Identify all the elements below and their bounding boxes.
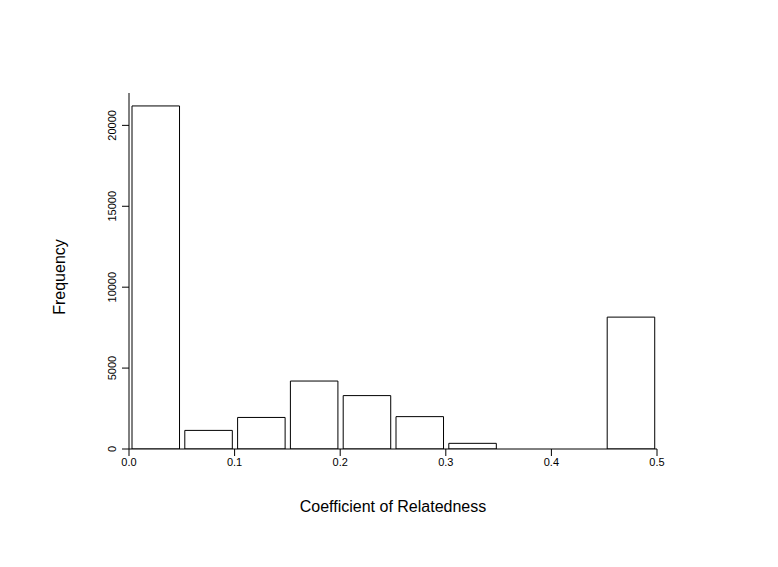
html-text:Coefficient of Relatedness: Coefficient of Relatedness bbox=[299, 498, 487, 515]
svg-text:10000: 10000 bbox=[106, 272, 118, 303]
svg-text:0.4: 0.4 bbox=[544, 456, 559, 468]
svg-text:0.0: 0.0 bbox=[121, 456, 136, 468]
svg-text:0.2: 0.2 bbox=[333, 456, 348, 468]
html-text:Frequency: Frequency bbox=[51, 239, 68, 315]
svg-text:15000: 15000 bbox=[106, 191, 118, 222]
svg-text:20000: 20000 bbox=[106, 110, 118, 141]
svg-text:5000: 5000 bbox=[106, 356, 118, 380]
svg-text:0: 0 bbox=[106, 446, 118, 452]
svg-text:0.1: 0.1 bbox=[227, 456, 242, 468]
svg-text:0.5: 0.5 bbox=[649, 456, 664, 468]
svg-text:0.3: 0.3 bbox=[438, 456, 453, 468]
